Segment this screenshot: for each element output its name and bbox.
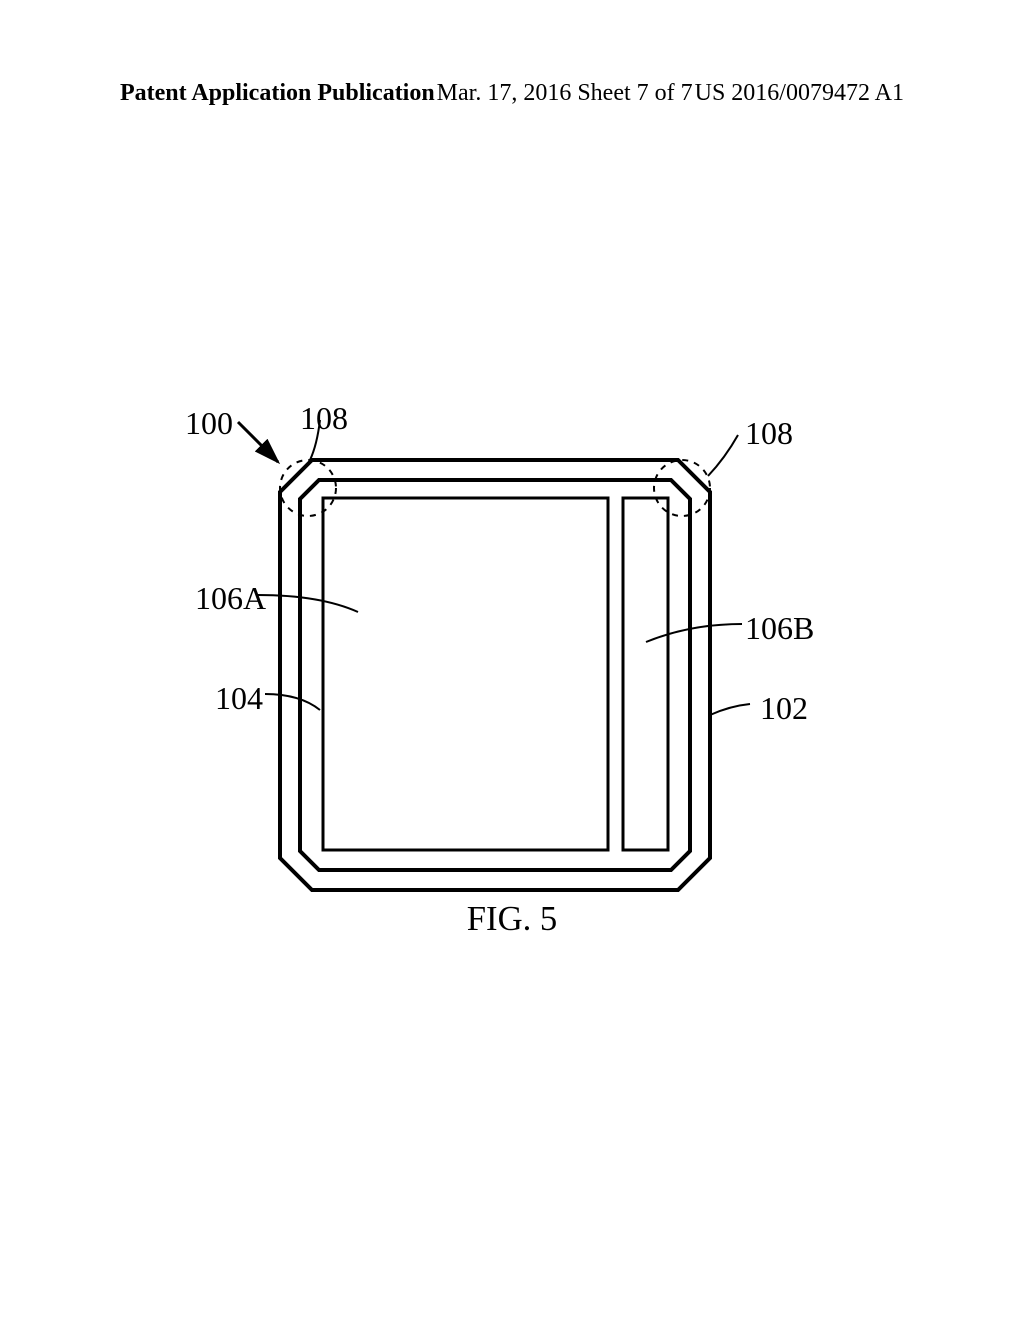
leader-106a bbox=[258, 595, 358, 612]
leader-104 bbox=[265, 694, 320, 710]
label-108-left: 108 bbox=[300, 400, 348, 437]
figure-caption: FIG. 5 bbox=[0, 900, 1024, 939]
label-108-right: 108 bbox=[745, 415, 793, 452]
small-pad-106b bbox=[623, 498, 668, 850]
header-center: Mar. 17, 2016 Sheet 7 of 7 bbox=[437, 80, 693, 107]
header-left: Patent Application Publication bbox=[120, 80, 435, 107]
leader-100 bbox=[238, 422, 278, 462]
label-106b: 106B bbox=[745, 610, 814, 647]
dashed-corner-right bbox=[654, 460, 710, 516]
figure-5-diagram bbox=[150, 380, 870, 940]
header-right: US 2016/0079472 A1 bbox=[695, 80, 904, 107]
label-102: 102 bbox=[760, 690, 808, 727]
leader-102 bbox=[710, 704, 750, 715]
dashed-corner-left bbox=[280, 460, 336, 516]
large-pad-106a bbox=[323, 498, 608, 850]
label-104: 104 bbox=[215, 680, 263, 717]
outer-octagon bbox=[280, 460, 710, 890]
label-106a: 106A bbox=[195, 580, 266, 617]
leader-108-right bbox=[708, 435, 738, 476]
patent-page: Patent Application Publication Mar. 17, … bbox=[0, 0, 1024, 1320]
page-header: Patent Application Publication Mar. 17, … bbox=[0, 80, 1024, 107]
leader-106b bbox=[646, 624, 742, 642]
inner-octagon bbox=[300, 480, 690, 870]
label-100: 100 bbox=[185, 405, 233, 442]
